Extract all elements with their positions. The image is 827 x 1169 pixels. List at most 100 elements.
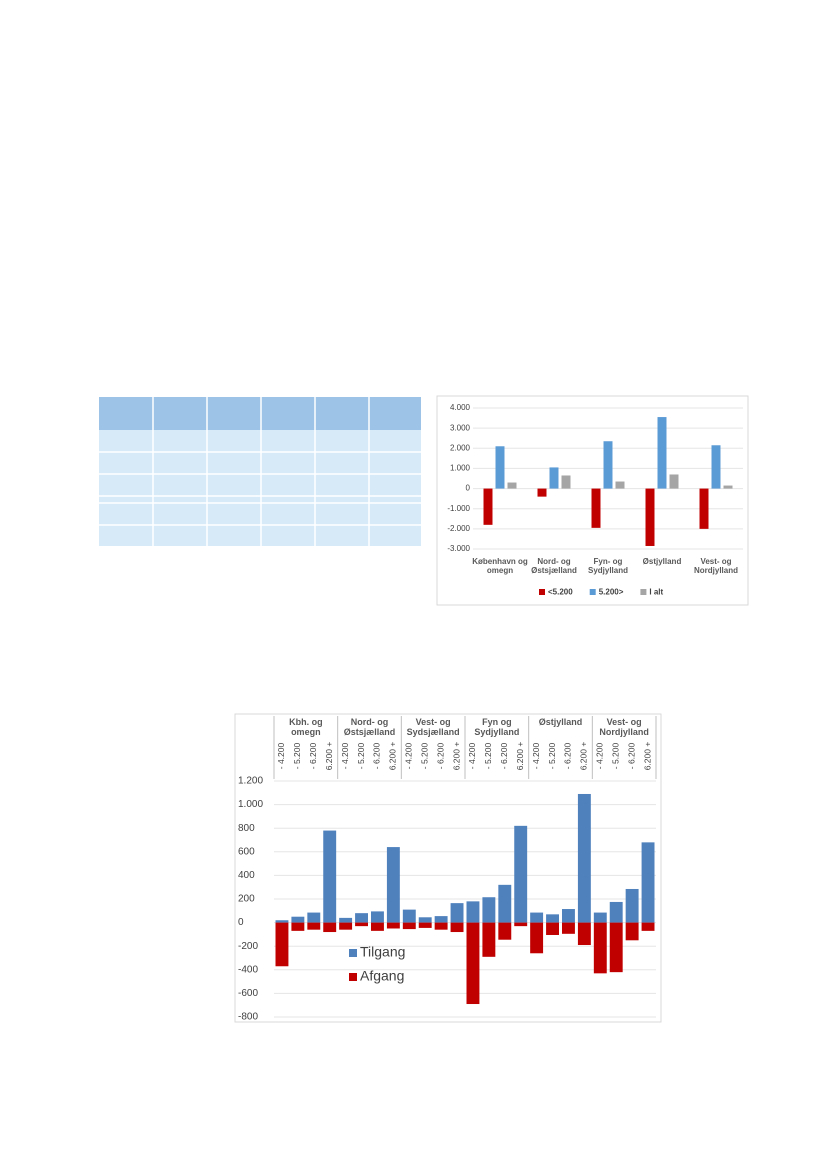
bar bbox=[307, 922, 321, 930]
bar bbox=[339, 922, 353, 930]
bar bbox=[386, 922, 400, 929]
legend-label: I alt bbox=[649, 588, 663, 597]
bar bbox=[498, 922, 512, 940]
x-tick-label: - 6.200 bbox=[372, 742, 382, 769]
x-tick-label: - 6.200 bbox=[308, 742, 318, 769]
bar bbox=[450, 903, 464, 923]
bar bbox=[577, 793, 591, 923]
x-tick-label: Østjylland bbox=[642, 557, 682, 566]
y-tick-label: 3.000 bbox=[450, 423, 471, 432]
x-tick-label: - 5.200 bbox=[610, 742, 620, 769]
group-label: Kbh. og omegn bbox=[289, 717, 323, 738]
bar bbox=[546, 922, 559, 935]
y-tick-label: 1.000 bbox=[238, 799, 263, 810]
group-label: Fyn og Sydjylland bbox=[474, 717, 520, 738]
x-tick-label: 6.200 + bbox=[579, 742, 589, 771]
x-tick-label: - 6.200 bbox=[626, 742, 636, 769]
bar bbox=[699, 488, 709, 529]
bar bbox=[323, 830, 337, 923]
bar bbox=[625, 888, 639, 923]
bar bbox=[591, 488, 601, 528]
bar bbox=[498, 884, 512, 923]
bar bbox=[723, 485, 733, 489]
table-header bbox=[99, 397, 421, 430]
y-tick-label: -3.000 bbox=[447, 544, 470, 553]
x-tick-label: - 5.200 bbox=[419, 742, 429, 769]
bar bbox=[495, 446, 505, 489]
y-tick-label: 1.200 bbox=[238, 776, 263, 787]
x-tick-label: Vest- og Nordjylland bbox=[693, 557, 738, 576]
y-tick-label: 0 bbox=[238, 917, 244, 928]
bar bbox=[657, 417, 667, 489]
bar bbox=[275, 922, 289, 967]
bar bbox=[615, 481, 625, 489]
legend-swatch bbox=[349, 949, 357, 957]
y-tick-label: -800 bbox=[238, 1012, 258, 1023]
bar bbox=[609, 922, 623, 973]
y-tick-label: -600 bbox=[238, 988, 258, 999]
chart-frame bbox=[436, 395, 749, 606]
bar bbox=[355, 913, 368, 923]
x-tick-label: - 4.200 bbox=[595, 742, 605, 769]
bar bbox=[402, 909, 416, 923]
y-tick-label: 4.000 bbox=[450, 403, 471, 412]
x-tick-label: 6.200 + bbox=[515, 742, 525, 771]
bar bbox=[549, 467, 559, 489]
y-tick-label: 1.000 bbox=[450, 464, 471, 473]
x-tick-label: 6.200 + bbox=[642, 742, 652, 771]
x-tick-label: København og omegn bbox=[472, 557, 528, 576]
legend-swatch bbox=[589, 589, 596, 595]
bar bbox=[466, 922, 480, 1005]
y-tick-label: 0 bbox=[466, 484, 471, 493]
x-tick-label: 6.200 + bbox=[324, 742, 334, 771]
bar bbox=[537, 488, 547, 497]
x-tick-label: - 5.200 bbox=[292, 742, 302, 769]
bar bbox=[402, 922, 416, 930]
bar bbox=[355, 922, 368, 927]
x-tick-label: Fyn- og Sydjylland bbox=[587, 557, 628, 576]
bar bbox=[339, 917, 353, 923]
x-tick-label: Nord- og Østsjælland bbox=[531, 557, 577, 576]
legend-swatch bbox=[539, 589, 545, 595]
bar bbox=[466, 901, 480, 923]
legend-swatch bbox=[349, 973, 357, 981]
bar bbox=[371, 911, 384, 923]
y-tick-label: 400 bbox=[238, 870, 255, 881]
bar bbox=[386, 847, 400, 923]
x-tick-label: - 6.200 bbox=[563, 742, 573, 769]
group-label: Østjylland bbox=[538, 717, 583, 727]
x-tick-label: - 5.200 bbox=[356, 742, 366, 769]
bar bbox=[307, 912, 321, 923]
y-tick-label: 800 bbox=[238, 823, 255, 834]
bar bbox=[577, 922, 591, 946]
legend-label: 5.200> bbox=[599, 588, 624, 597]
x-tick-label: 6.200 + bbox=[388, 742, 398, 771]
bar bbox=[482, 897, 496, 923]
chart-frame bbox=[234, 713, 662, 1023]
y-tick-label: 600 bbox=[238, 846, 255, 857]
bar bbox=[323, 922, 337, 933]
bar bbox=[275, 920, 289, 923]
x-tick-label: - 6.200 bbox=[435, 742, 445, 769]
y-tick-label: -200 bbox=[238, 941, 258, 952]
bar bbox=[609, 901, 623, 923]
empty-table bbox=[99, 397, 421, 546]
x-tick-label: - 4.200 bbox=[276, 742, 286, 769]
x-tick-label: - 4.200 bbox=[404, 742, 414, 769]
bar bbox=[546, 914, 559, 923]
y-tick-label: -400 bbox=[238, 964, 258, 975]
x-tick-label: - 4.200 bbox=[467, 742, 477, 769]
bar bbox=[418, 917, 432, 923]
bar bbox=[561, 475, 571, 489]
legend-swatch bbox=[640, 589, 647, 595]
bar bbox=[562, 909, 575, 923]
bar bbox=[418, 922, 432, 928]
bar bbox=[434, 916, 448, 923]
bar bbox=[641, 842, 655, 923]
y-tick-label: -1.000 bbox=[447, 504, 470, 513]
bar bbox=[371, 922, 384, 931]
bar bbox=[507, 482, 517, 489]
x-tick-label: - 5.200 bbox=[483, 742, 493, 769]
bar bbox=[450, 922, 464, 933]
